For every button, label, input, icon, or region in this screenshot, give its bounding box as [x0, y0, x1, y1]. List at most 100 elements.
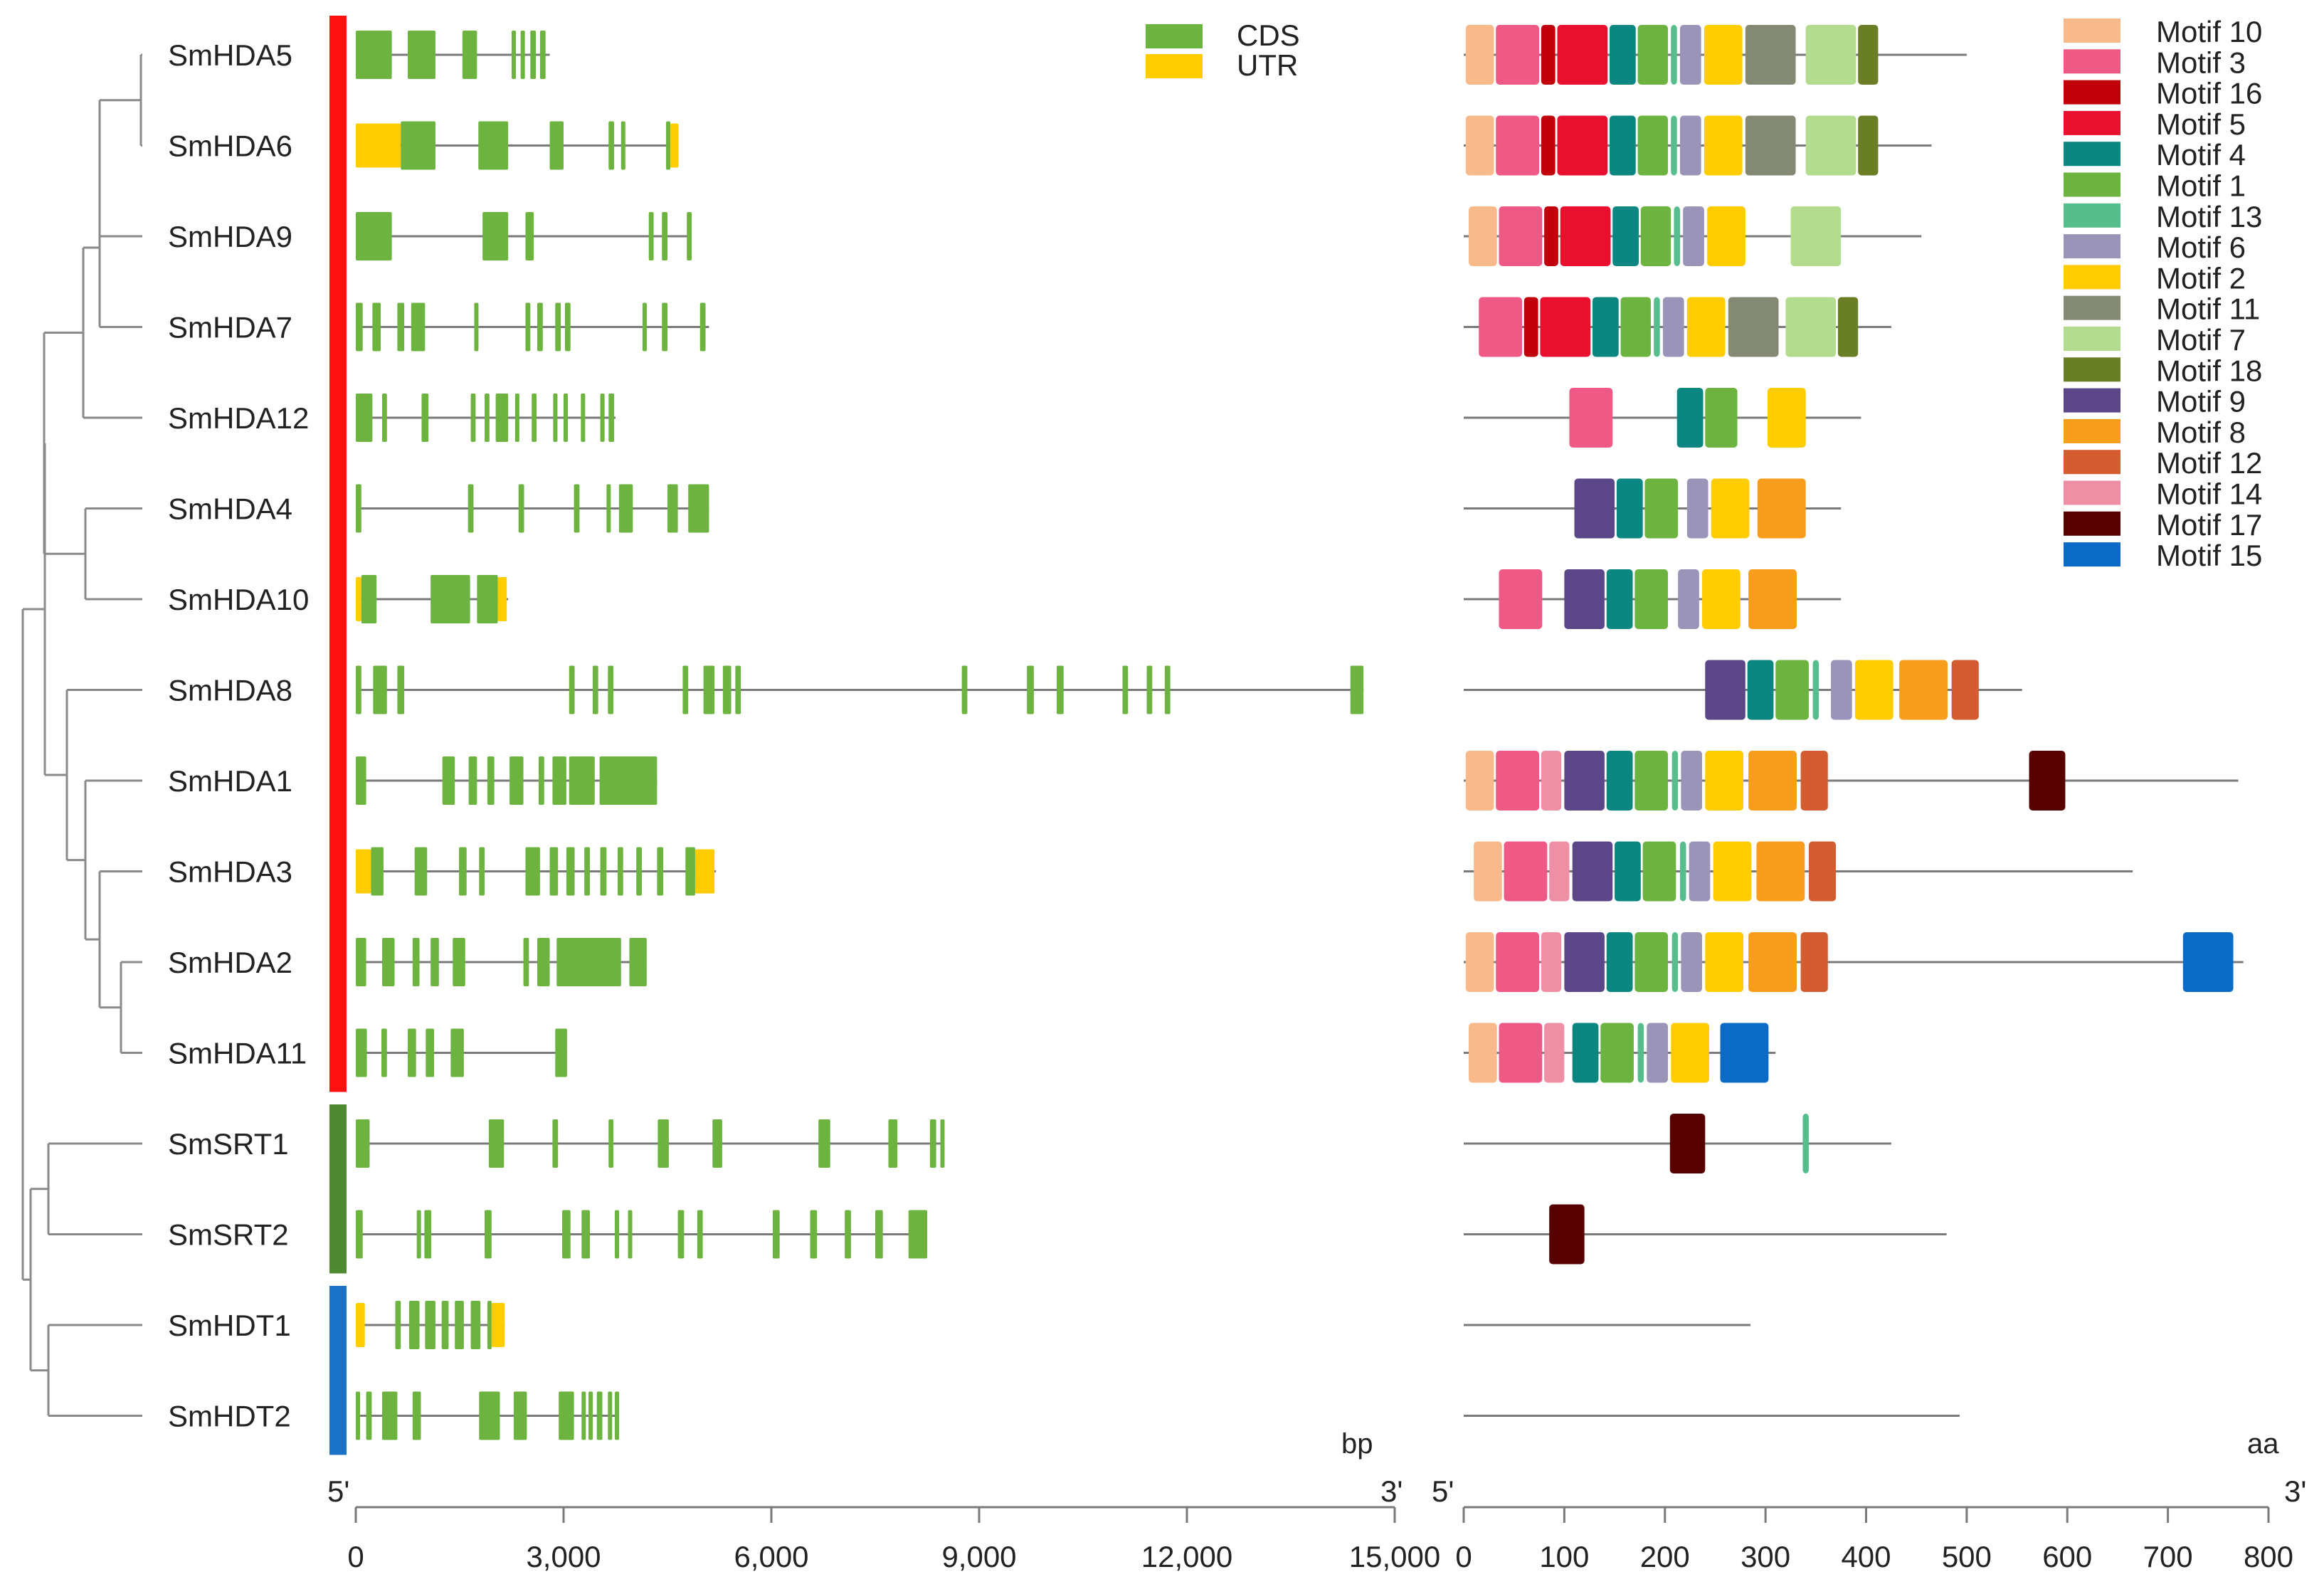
- motif-block-motif-11: [1728, 297, 1779, 357]
- cds-block: [356, 665, 361, 714]
- cds-block: [523, 938, 529, 986]
- motif-block-motif-3: [1499, 206, 1543, 266]
- cds-block: [617, 847, 623, 896]
- motif-block-motif-13: [1671, 25, 1677, 85]
- cds-block: [397, 302, 405, 352]
- utr-block: [694, 849, 715, 894]
- motif-block-motif-4: [1747, 660, 1774, 720]
- gene-label-smsrt2: SmSRT2: [168, 1218, 289, 1252]
- motif-row-smhda1: [1464, 751, 2239, 811]
- gene-label-smhda5: SmHDA5: [168, 38, 292, 72]
- motif-block-motif-7: [1785, 297, 1837, 357]
- legend-swatch-motif-16: [2064, 80, 2120, 105]
- motif-block-motif-4: [1592, 297, 1619, 357]
- cds-block: [606, 484, 611, 533]
- motif-block-motif-11: [1745, 25, 1796, 85]
- motif-block-motif-2: [1705, 932, 1744, 992]
- cds-block: [662, 212, 667, 260]
- cds-block: [818, 1119, 830, 1168]
- cds-block: [697, 1210, 703, 1259]
- gene-label-smhda7: SmHDA7: [168, 311, 292, 344]
- cds-block: [657, 1119, 669, 1168]
- cds-block: [485, 1210, 492, 1259]
- gene-label-smsrt1: SmSRT1: [168, 1127, 289, 1161]
- legend-swatch-motif-13: [2064, 203, 2120, 228]
- cds-block: [772, 1210, 780, 1259]
- motif-block-motif-13: [1674, 206, 1680, 266]
- cds-block: [482, 212, 509, 260]
- aa-tick-label: 400: [1841, 1540, 1891, 1573]
- cds-block: [552, 756, 566, 805]
- cds-block: [525, 212, 534, 260]
- motif-block-motif-2: [1705, 751, 1744, 811]
- cds-block: [450, 1028, 464, 1077]
- aa-tick-label: 500: [1942, 1540, 1992, 1573]
- motif-block-motif-4: [1606, 569, 1633, 629]
- cds-block: [356, 394, 373, 442]
- motif-block-motif-9: [1572, 841, 1613, 902]
- motif-block-motif-13: [1679, 841, 1686, 902]
- motif-block-motif-17: [2029, 751, 2066, 811]
- motif-block-motif-12: [1808, 841, 1837, 902]
- group-bar-hda: [329, 16, 347, 1092]
- motif-block-motif-1: [1642, 841, 1676, 902]
- cds-block: [574, 484, 580, 533]
- aa-tick-label: 0: [1455, 1540, 1472, 1573]
- legend-label-cds: CDS: [1237, 19, 1300, 52]
- cds-block: [408, 1028, 416, 1077]
- motif-block-motif-17: [1669, 1114, 1706, 1173]
- motif-block-motif-3: [1499, 1023, 1543, 1083]
- cds-block: [667, 484, 678, 533]
- motif-block-motif-1: [1644, 478, 1679, 539]
- motif-block-motif-6: [1662, 297, 1684, 357]
- cds-block: [564, 302, 571, 352]
- legend-label-motif-15: Motif 15: [2156, 539, 2262, 572]
- cds-block: [562, 1210, 571, 1259]
- motif-row-smhda2: [1464, 932, 2244, 992]
- aa-axis-label: aa: [2247, 1428, 2279, 1460]
- cds-block: [442, 756, 455, 805]
- motif-block-motif-4: [1609, 25, 1636, 85]
- aa-three-prime-label: 3': [2284, 1474, 2306, 1508]
- motif-block-motif-8: [1748, 569, 1797, 629]
- motif-block-motif-6: [1689, 841, 1711, 902]
- cds-block: [629, 938, 647, 986]
- cds-block: [666, 121, 671, 170]
- cds-block: [356, 756, 366, 805]
- cds-block: [356, 302, 363, 352]
- motif-block-motif-15: [1720, 1023, 1769, 1083]
- cds-block: [356, 484, 361, 533]
- gene-label-smhda6: SmHDA6: [168, 130, 292, 163]
- cds-block: [424, 1210, 432, 1259]
- legend-swatch-motif-12: [2064, 450, 2120, 475]
- cds-block: [608, 394, 615, 442]
- gene-row-smhda11: [356, 1028, 567, 1077]
- cds-block: [431, 938, 439, 986]
- gene-row-smhda6: [356, 121, 679, 170]
- motif-block-motif-1: [1600, 1023, 1634, 1083]
- cds-block: [412, 938, 420, 986]
- gene-row-smhda10: [356, 575, 509, 623]
- cds-block: [628, 1210, 633, 1259]
- gene-row-smsrt1: [356, 1119, 945, 1168]
- cds-block: [518, 484, 524, 533]
- cds-block: [416, 1210, 421, 1259]
- cds-block: [1146, 665, 1153, 714]
- cds-block: [356, 1119, 370, 1168]
- bp-three-prime-label: 3': [1380, 1474, 1403, 1508]
- legend-label-motif-18: Motif 18: [2156, 354, 2262, 387]
- aa-five-prime-label: 5': [1432, 1474, 1454, 1508]
- cds-block: [677, 1210, 685, 1259]
- motif-block-motif-1: [1705, 388, 1738, 448]
- cds-block: [1027, 665, 1034, 714]
- group-color-bars: [329, 16, 347, 1455]
- motif-row-smhda3: [1464, 841, 2133, 902]
- cds-block: [453, 938, 465, 986]
- legend-label-motif-13: Motif 13: [2156, 200, 2262, 233]
- motif-block-motif-5: [1560, 206, 1611, 266]
- legend-swatch-motif-9: [2064, 388, 2120, 413]
- motif-block-motif-6: [1686, 478, 1708, 539]
- cds-block: [371, 847, 384, 896]
- cds-block: [356, 212, 392, 260]
